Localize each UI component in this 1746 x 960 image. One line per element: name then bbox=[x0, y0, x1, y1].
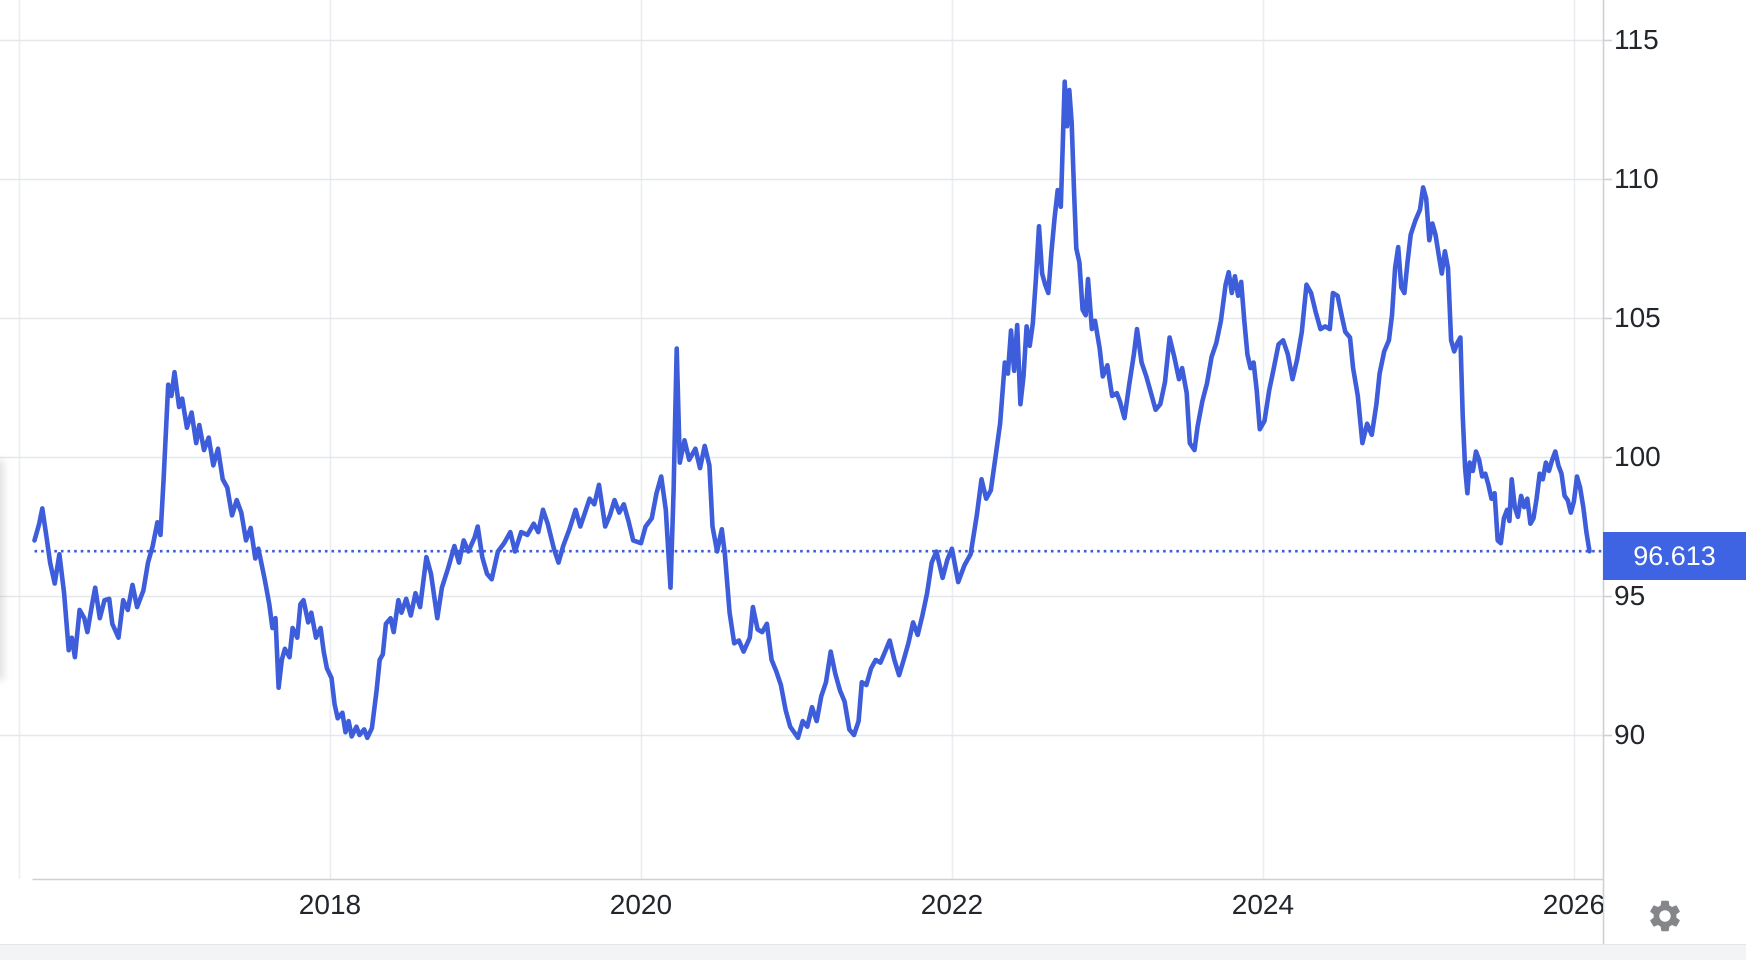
vertical-gridlines bbox=[18, 0, 1576, 879]
last-price-badge: 96.613 bbox=[1603, 531, 1746, 580]
footer-strip bbox=[0, 944, 1746, 960]
axis-lines bbox=[32, 0, 1605, 944]
y-axis-label: 110 bbox=[1614, 163, 1659, 195]
x-axis-label: 2026 bbox=[1542, 889, 1603, 920]
horizontal-gridlines bbox=[0, 39, 1603, 737]
x-axis-label: 2024 bbox=[1231, 889, 1295, 920]
x-axis-label: 2018 bbox=[298, 889, 362, 920]
y-axis-label: 105 bbox=[1614, 302, 1661, 334]
y-axis-ticks bbox=[1603, 39, 1612, 737]
price-line bbox=[32, 79, 1592, 741]
left-edge-shadow bbox=[0, 460, 6, 680]
y-axis-label: 90 bbox=[1614, 719, 1646, 750]
y-axis-label: 115 bbox=[1614, 24, 1659, 56]
y-axis-label: 95 bbox=[1614, 580, 1646, 611]
gear-icon bbox=[1650, 900, 1680, 931]
x-axis-label: 2022 bbox=[920, 889, 984, 920]
chart-settings-button[interactable] bbox=[1644, 896, 1686, 938]
x-axis-label: 2020 bbox=[609, 889, 673, 920]
y-axis-label: 100 bbox=[1614, 441, 1661, 472]
x-axis-labels: 2018 2020 2022 2024 2026 bbox=[0, 884, 1603, 942]
